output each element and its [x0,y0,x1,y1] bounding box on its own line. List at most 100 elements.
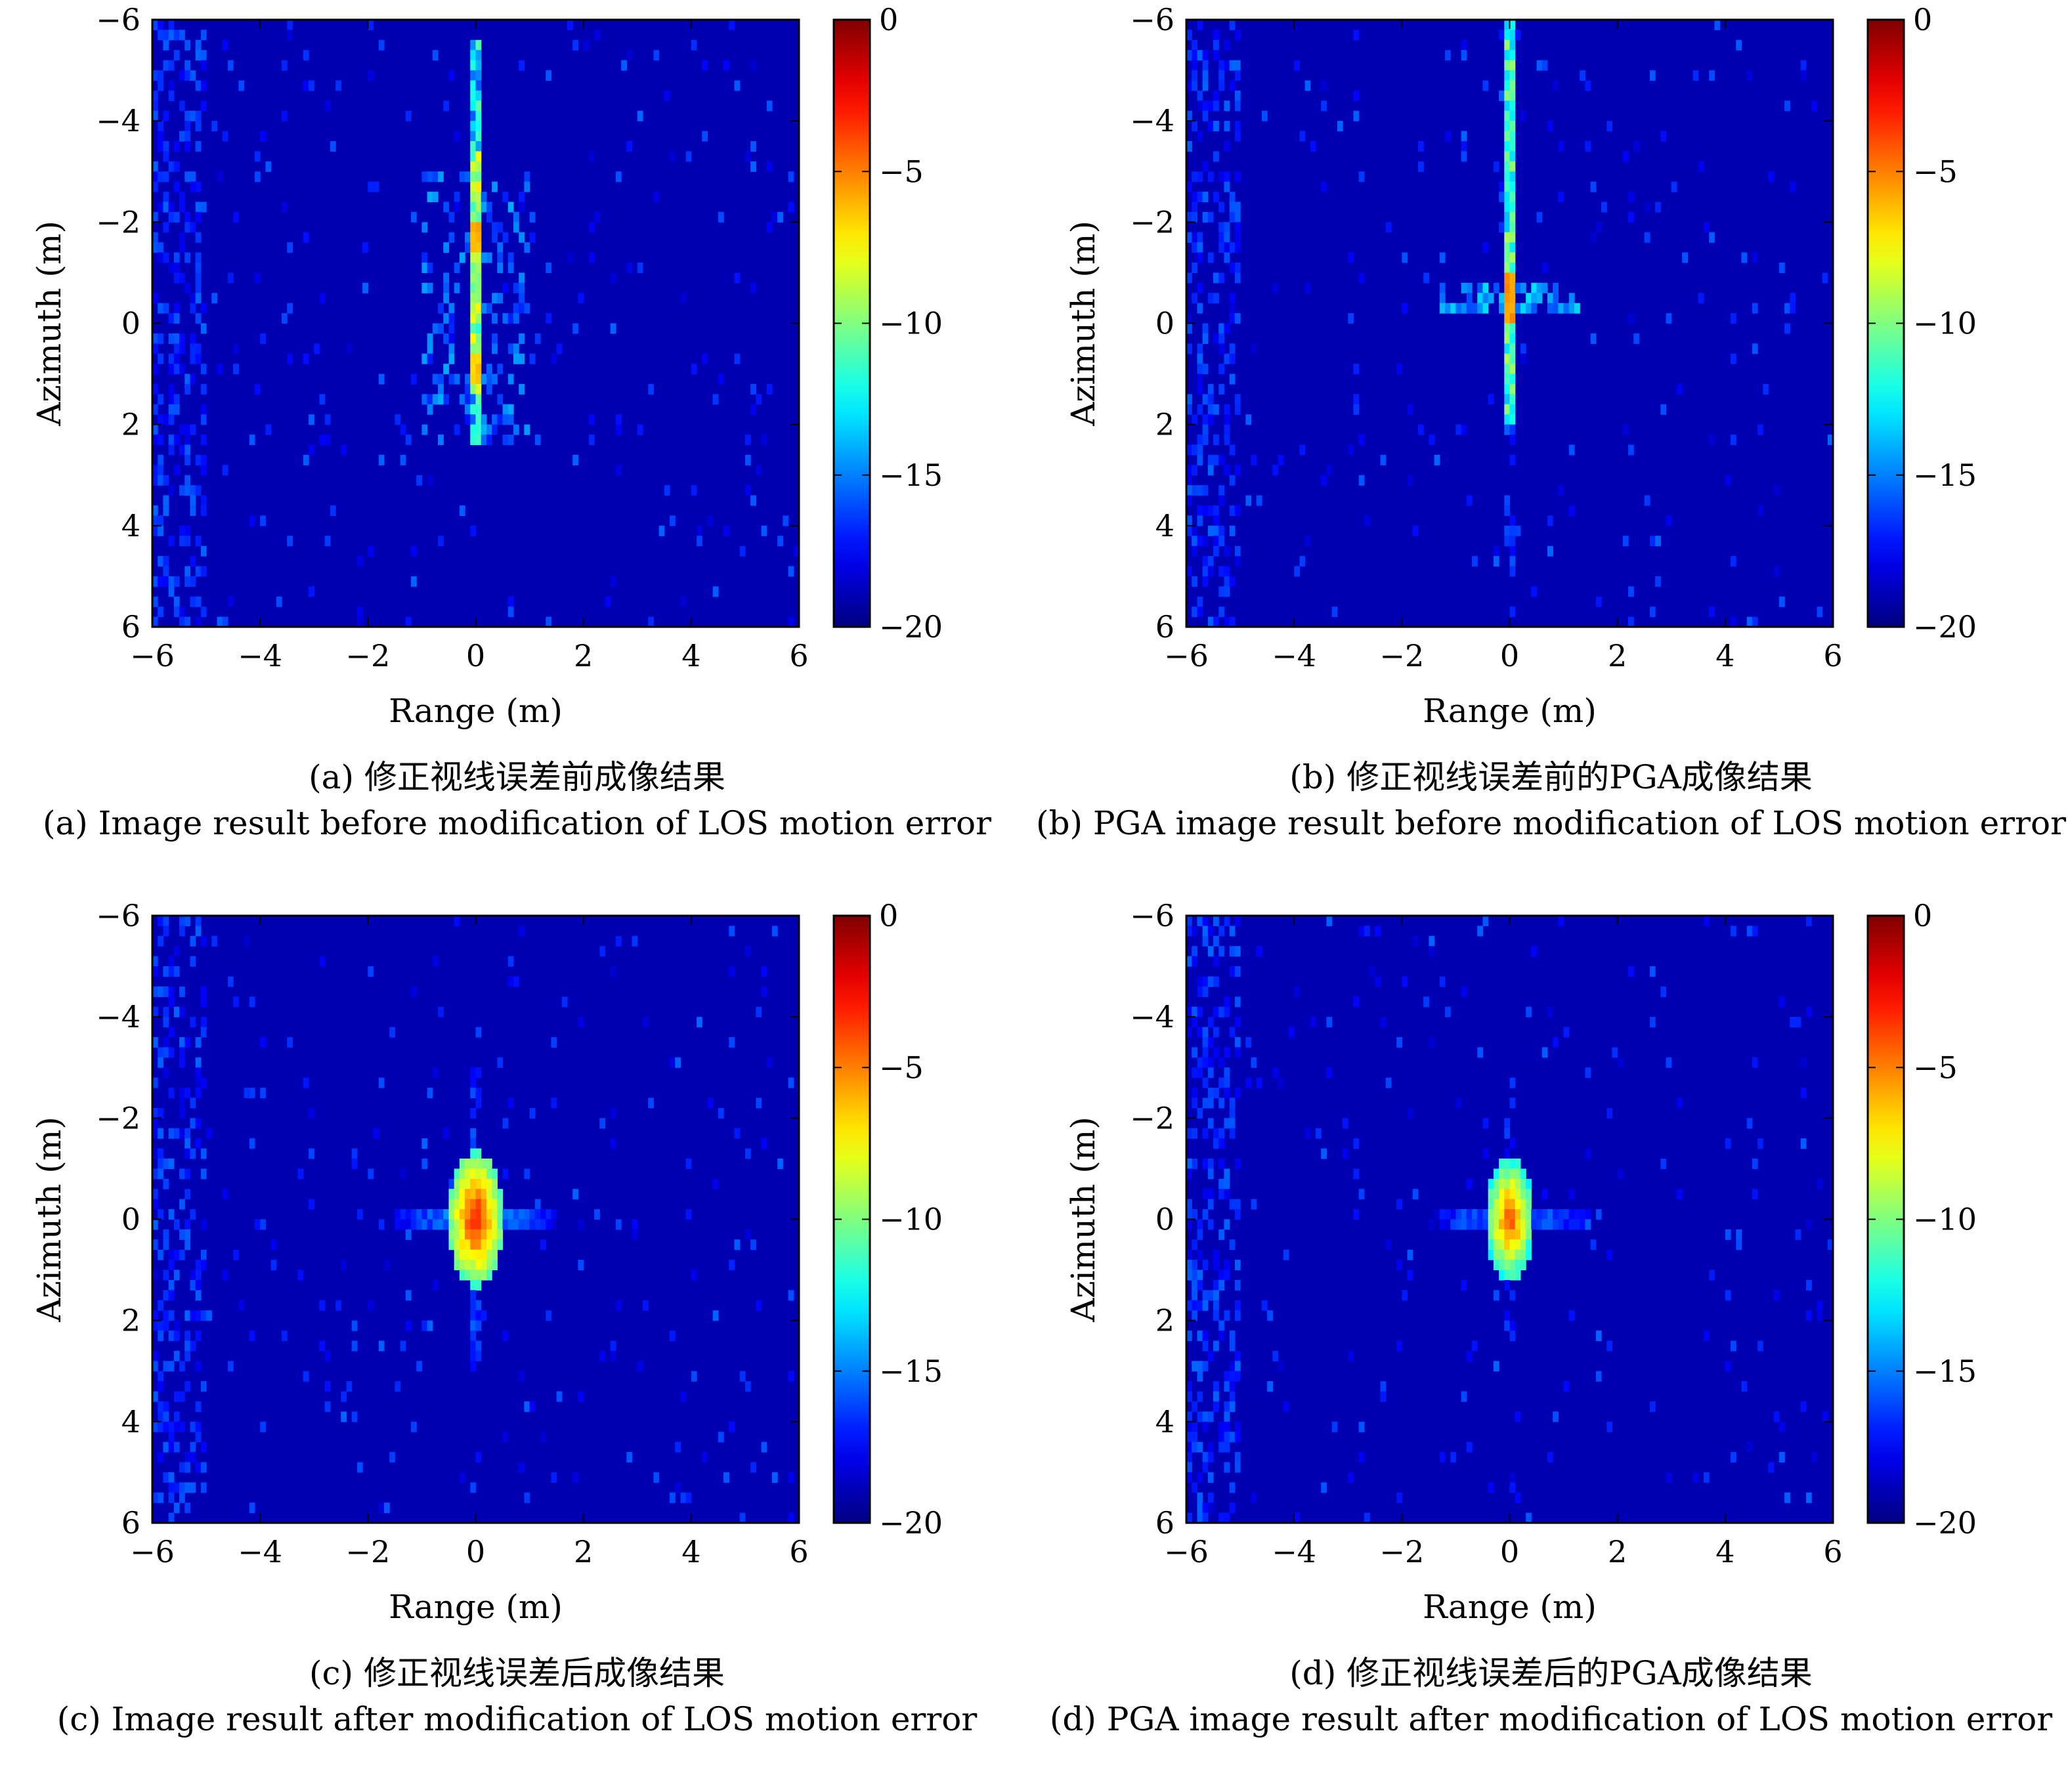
heatmap-cell [1207,946,1214,957]
heatmap-cell [249,1331,255,1342]
heatmap-cell [1224,232,1230,243]
heatmap-cell [1509,242,1516,253]
heatmap-cell [1790,293,1796,304]
heatmap-cell [475,1249,482,1260]
heatmap-cell [1234,404,1241,415]
heatmap-cell [1590,232,1597,243]
heatmap-cell [1709,232,1715,243]
heatmap-cell [448,373,455,385]
heatmap-cell [1461,50,1467,61]
heatmap-cell [1509,515,1516,526]
heatmap-cell [1197,454,1203,465]
heatmap-cell [1412,1189,1419,1200]
heatmap-cell [1234,171,1241,182]
heatmap-cell [1805,1280,1812,1291]
heatmap-cell [680,596,687,607]
heatmap-cell [1655,576,1661,587]
heatmap-cell [200,1249,207,1260]
heatmap-cell [513,211,519,223]
heatmap-cell [1461,986,1467,997]
heatmap-cell [1509,1239,1516,1250]
heatmap-cell [1568,1189,1575,1200]
heatmap-cell [1731,556,1736,567]
heatmap-cell [712,586,719,597]
heatmap-cell [1536,282,1543,293]
heatmap-cell [173,1249,180,1260]
heatmap-cell [184,70,191,81]
heatmap-cell [1472,303,1478,314]
heatmap-cell [400,1168,406,1180]
heatmap-cell [1186,1006,1192,1017]
heatmap-cell [200,1219,207,1230]
heatmap-cell [1234,1310,1241,1321]
heatmap-cell [405,110,412,121]
heatmap-cell [588,252,595,263]
heatmap-cell [368,181,374,192]
heatmap-cell [152,343,158,354]
heatmap-cell [158,353,164,364]
heatmap-cell [1827,1239,1834,1250]
heatmap-cell [1229,1331,1236,1342]
heatmap-cell [1547,1006,1553,1017]
heatmap-cell [1568,1310,1575,1321]
heatmap-cell [1197,404,1203,415]
heatmap-cell [1709,607,1715,618]
heatmap-cell [195,202,202,213]
heatmap-cell [1725,1361,1731,1372]
heatmap-cell [470,1361,477,1372]
heatmap-cell [470,211,477,223]
heatmap-cell [179,364,185,375]
heatmap-cell [492,1260,498,1271]
x-tick-label: 2 [574,1534,593,1569]
heatmap-cell [1504,70,1511,81]
heatmap-cell [200,1148,207,1159]
heatmap-cell [184,39,191,51]
heatmap-cell [1509,1189,1516,1200]
heatmap-cell [1192,39,1198,51]
heatmap-cell [222,131,228,142]
heatmap-cell [1660,986,1667,997]
heatmap-cell [152,1492,158,1503]
heatmap-cell [670,1057,676,1068]
heatmap-cell [1192,293,1198,304]
heatmap-cell [163,566,169,577]
heatmap-cell [1466,1219,1473,1230]
heatmap-cell [405,616,412,628]
heatmap-cell [1817,1178,1823,1189]
heatmap-cell [179,1361,185,1372]
heatmap-cell [1704,1472,1710,1483]
heatmap-cell [524,1219,530,1230]
heatmap-cell [459,1159,465,1170]
heatmap-cell [1773,485,1780,496]
heatmap-cell [1509,1199,1516,1210]
heatmap-cell [163,222,169,233]
heatmap-cell [1299,556,1306,567]
heatmap-cell [163,39,169,51]
heatmap-cell [1224,1219,1230,1230]
heatmap-cell [163,192,169,203]
heatmap-cell [190,956,196,967]
heatmap-cell [1595,1371,1602,1382]
heatmap-cell [675,1057,681,1068]
heatmap-cell [470,424,477,435]
heatmap-cell [1509,151,1516,162]
heatmap-cell [670,515,676,526]
heatmap-cell [200,30,207,41]
heatmap-cell [1558,1219,1564,1230]
heatmap-cell [529,232,536,243]
heatmap-cell [1461,282,1467,293]
heatmap-cell [1192,545,1198,557]
heatmap-cell [615,465,622,476]
heatmap-cell [1380,454,1387,465]
heatmap-cell [470,1107,477,1119]
heatmap-cell [190,1452,196,1463]
heatmap-cell [1234,1361,1241,1372]
x-tick-label: −2 [345,1534,390,1569]
heatmap-cell [200,303,207,314]
heatmap-cell [1202,323,1209,334]
heatmap-cell [1509,343,1516,354]
heatmap-cell [1186,495,1192,506]
heatmap-cell [1649,70,1656,81]
heatmap-cell [1493,1219,1499,1230]
heatmap-cell [335,1300,341,1311]
